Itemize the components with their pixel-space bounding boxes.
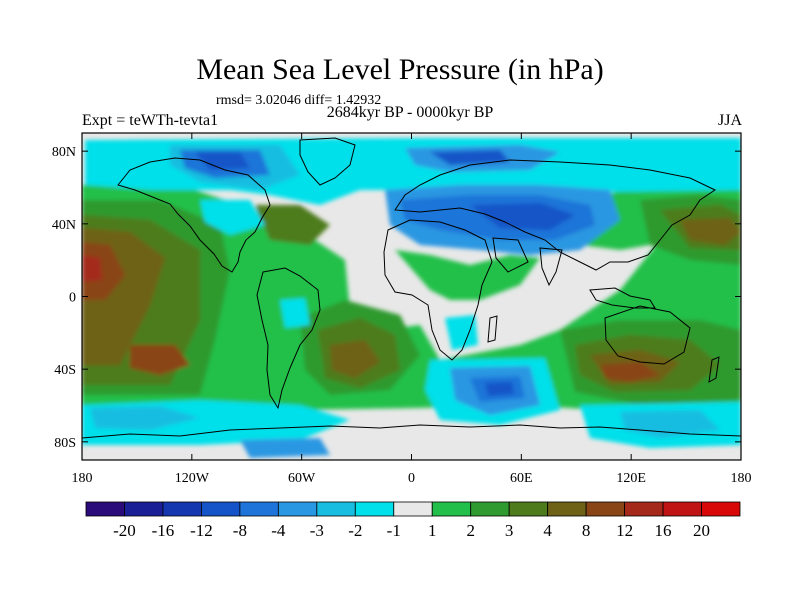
coastline-new-zealand [708, 356, 720, 383]
colorbar-label: -8 [233, 521, 247, 540]
experiment-label: Expt = teWTh-tevta1 [82, 112, 219, 129]
lon-tick-label: 180 [731, 471, 752, 486]
lon-tick-label: 60W [288, 471, 316, 486]
colorbar-swatch [547, 501, 587, 517]
colorbar-swatch [624, 501, 664, 517]
colorbar-label: -16 [152, 521, 175, 540]
coastline-greenland [299, 137, 356, 186]
colorbar-label: 20 [693, 521, 710, 540]
coastline-maritime-continent [589, 287, 656, 309]
colorbar-swatch [316, 501, 356, 517]
plot-title: Mean Sea Level Pressure (in hPa) [196, 53, 604, 86]
colorbar-label: 4 [543, 521, 552, 540]
region-canada-dblue [195, 152, 250, 170]
colorbar-swatch [393, 501, 433, 517]
region-central-asia-dblue [470, 203, 575, 230]
region-southern-ocean-dblue [485, 382, 514, 396]
colorbar-swatch [470, 501, 510, 517]
region-se-pacific-rbrown [130, 345, 190, 375]
lon-tick-label: 0 [408, 471, 415, 486]
map-field [82, 133, 741, 460]
region-antarctic-west-sky [90, 406, 200, 430]
colorbar-label: 12 [616, 521, 633, 540]
lat-tick-label: 80N [52, 145, 76, 160]
coastline-australia [604, 305, 691, 365]
time-period-label: 2684kyr BP - 0000kyr BP [326, 104, 494, 121]
region-south-atlantic-brown [330, 340, 380, 378]
colorbar-swatch [124, 501, 164, 517]
lon-tick-label: 120W [175, 471, 210, 486]
lat-tick-label: 80S [54, 436, 76, 451]
colorbar-label: 2 [466, 521, 475, 540]
colorbar-label: -3 [310, 521, 324, 540]
coastline-europe-asia [394, 159, 717, 271]
colorbar-swatch [431, 501, 472, 517]
colorbar-label: -20 [113, 521, 136, 540]
region-south-africa-cyan [445, 315, 478, 350]
lon-tick-label: 120E [616, 471, 646, 486]
colorbar-label: 16 [655, 521, 672, 540]
region-sw-pacific-rbrown [600, 362, 660, 382]
lon-tick-label: 60E [510, 471, 533, 486]
region-amazon-cyan [280, 298, 310, 328]
coastline-arabia [492, 237, 529, 273]
season-label: JJA [717, 112, 742, 129]
region-antarctic-east-sky [620, 410, 720, 438]
colorbar-swatch [277, 501, 318, 517]
colorbar-swatch [85, 501, 125, 517]
colorbar-label: 8 [582, 521, 591, 540]
colorbar-label: -4 [271, 521, 286, 540]
colorbar-label: -2 [348, 521, 362, 540]
lat-tick-label: 40S [54, 363, 76, 378]
coastline-india [539, 247, 563, 287]
longitude-axis: 180 120W 60W 0 60E 120E 180 [72, 133, 752, 486]
colorbar-label: -1 [387, 521, 401, 540]
region-antarctic-blue-patch [240, 438, 330, 458]
colorbar-swatch [585, 501, 625, 517]
coastline-madagascar [487, 315, 498, 343]
latitude-axis: 80N 40N 0 40S 80S [52, 145, 741, 451]
lat-tick-label: 40N [52, 218, 76, 233]
colorbar-swatch [162, 501, 202, 517]
colorbar: -20 -16 -12 -8 -4 -3 -2 -1 1 2 3 4 8 12 16 20 [85, 501, 741, 540]
coastline-north-america [117, 157, 271, 273]
coastlines [82, 137, 741, 439]
region-equatorial-pacific-rbrown [82, 242, 125, 300]
lon-tick-label: 180 [72, 471, 93, 486]
colorbar-swatch [201, 501, 241, 517]
region-north-america-cyan [200, 200, 265, 235]
colorbar-swatch [354, 501, 395, 517]
field-anomaly-regions [82, 138, 741, 458]
colorbar-swatch [701, 501, 741, 517]
region-positive-north-africa [395, 250, 540, 300]
colorbar-swatch [239, 501, 279, 517]
lat-tick-label: 0 [69, 291, 76, 306]
region-pacific-red [82, 255, 102, 282]
colorbar-label: -12 [190, 521, 213, 540]
colorbar-swatch [662, 501, 702, 517]
coastline-africa [383, 219, 493, 361]
region-arctic-europe-dblue [430, 150, 510, 165]
region-nw-pacific-brown [680, 218, 741, 245]
region-north-atlantic-olive [255, 205, 330, 245]
colorbar-label: 3 [505, 521, 514, 540]
colorbar-swatch [508, 501, 549, 517]
coastline-antarctica [82, 424, 741, 439]
rmsd-diff-stats: rmsd= 3.02046 diff= 1.42932 [216, 93, 382, 108]
colorbar-label: 1 [428, 521, 437, 540]
coastline-south-america [256, 267, 321, 410]
